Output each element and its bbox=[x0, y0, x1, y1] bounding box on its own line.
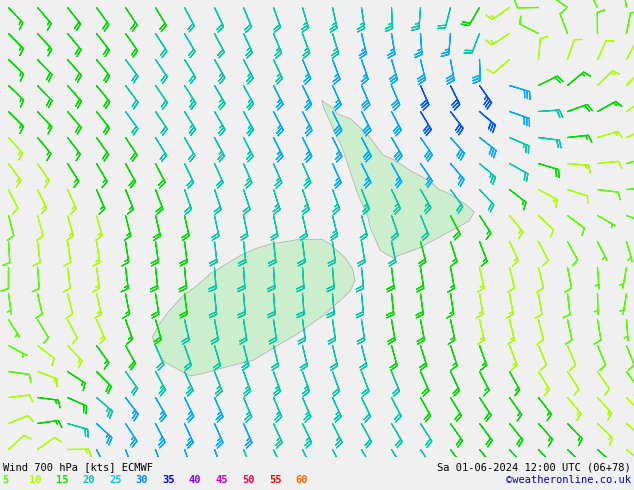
Text: 50: 50 bbox=[242, 475, 255, 485]
Text: 35: 35 bbox=[162, 475, 175, 485]
Text: Sa 01-06-2024 12:00 UTC (06+78): Sa 01-06-2024 12:00 UTC (06+78) bbox=[437, 463, 631, 472]
Text: Wind 700 hPa [kts] ECMWF: Wind 700 hPa [kts] ECMWF bbox=[3, 463, 153, 472]
Polygon shape bbox=[152, 239, 355, 376]
Text: 5: 5 bbox=[3, 475, 9, 485]
Text: 60: 60 bbox=[295, 475, 308, 485]
Text: 45: 45 bbox=[216, 475, 228, 485]
Text: ©weatheronline.co.uk: ©weatheronline.co.uk bbox=[506, 475, 631, 485]
Text: 30: 30 bbox=[136, 475, 148, 485]
Polygon shape bbox=[321, 100, 474, 257]
Text: 15: 15 bbox=[56, 475, 68, 485]
Text: 55: 55 bbox=[269, 475, 281, 485]
Text: 40: 40 bbox=[189, 475, 202, 485]
Text: 25: 25 bbox=[109, 475, 122, 485]
Text: 10: 10 bbox=[29, 475, 42, 485]
Text: 20: 20 bbox=[82, 475, 95, 485]
